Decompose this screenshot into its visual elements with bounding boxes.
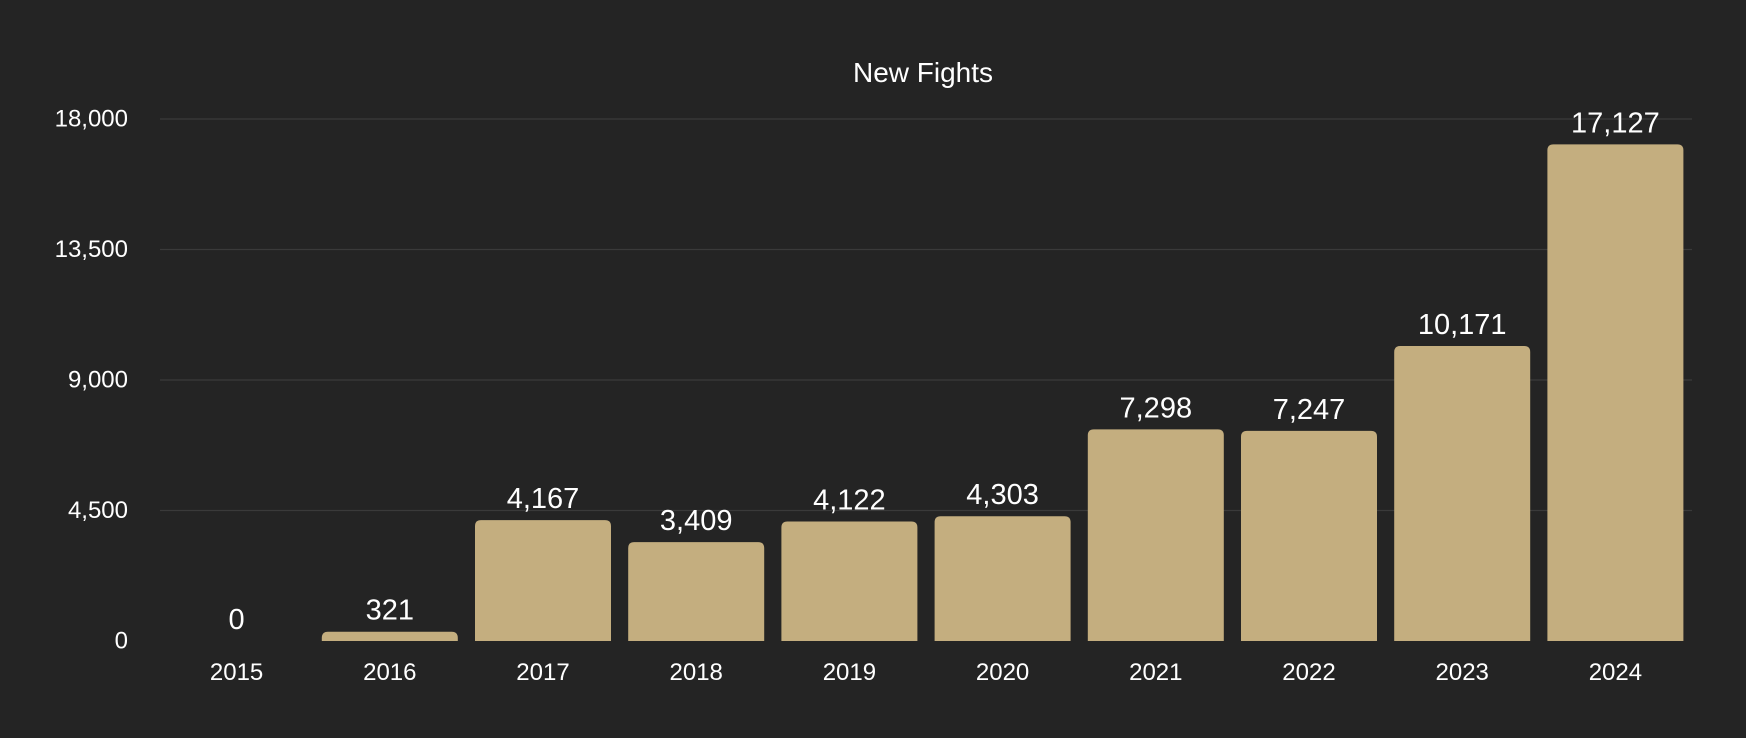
x-tick-label-2023: 2023 (1436, 659, 1489, 686)
y-tick-label: 4,500 (68, 497, 128, 524)
bar-2023 (1394, 346, 1531, 641)
y-tick-label: 0 (115, 627, 128, 654)
x-tick-label-2016: 2016 (363, 659, 416, 686)
data-label-2015: 0 (229, 604, 245, 636)
bar-2021 (1087, 429, 1224, 641)
x-axis-ticks: 2015 2016 2017 2018 2019 2020 2021 2022 2023 2024 (210, 659, 1642, 686)
data-labels: 0 321 4,167 3,409 4,122 4,303 7,298 7,247 10,171… (229, 107, 1660, 636)
x-tick-label-2024: 2024 (1589, 659, 1642, 686)
y-axis-ticks: 0 4,500 9,000 13,500 18,000 (55, 105, 128, 654)
bar-2024 (1547, 144, 1684, 641)
x-tick-label-2021: 2021 (1129, 659, 1182, 686)
data-label-2020: 4,303 (966, 479, 1039, 511)
bars (321, 144, 1684, 641)
data-label-2024: 17,127 (1571, 107, 1660, 139)
data-label-2022: 7,247 (1273, 394, 1346, 426)
bar-2016 (321, 631, 458, 641)
data-label-2018: 3,409 (660, 505, 733, 537)
x-tick-label-2017: 2017 (516, 659, 569, 686)
data-label-2019: 4,122 (813, 484, 886, 516)
bar-2022 (1241, 430, 1377, 641)
x-tick-label-2015: 2015 (210, 659, 263, 686)
data-label-2016: 321 (366, 595, 414, 627)
bar-2018 (628, 542, 765, 641)
bar-2017 (475, 520, 611, 641)
bar-2019 (781, 521, 918, 641)
y-tick-label: 18,000 (55, 105, 128, 132)
y-tick-label: 13,500 (55, 236, 128, 263)
x-tick-label-2020: 2020 (976, 659, 1029, 686)
data-label-2017: 4,167 (507, 483, 580, 515)
chart-title: New Fights (853, 57, 993, 88)
x-tick-label-2022: 2022 (1282, 659, 1335, 686)
data-label-2023: 10,171 (1418, 309, 1507, 341)
bar-2020 (934, 516, 1071, 641)
data-label-2021: 7,298 (1120, 392, 1193, 424)
y-tick-label: 9,000 (68, 366, 128, 393)
x-tick-label-2019: 2019 (823, 659, 876, 686)
x-tick-label-2018: 2018 (670, 659, 723, 686)
